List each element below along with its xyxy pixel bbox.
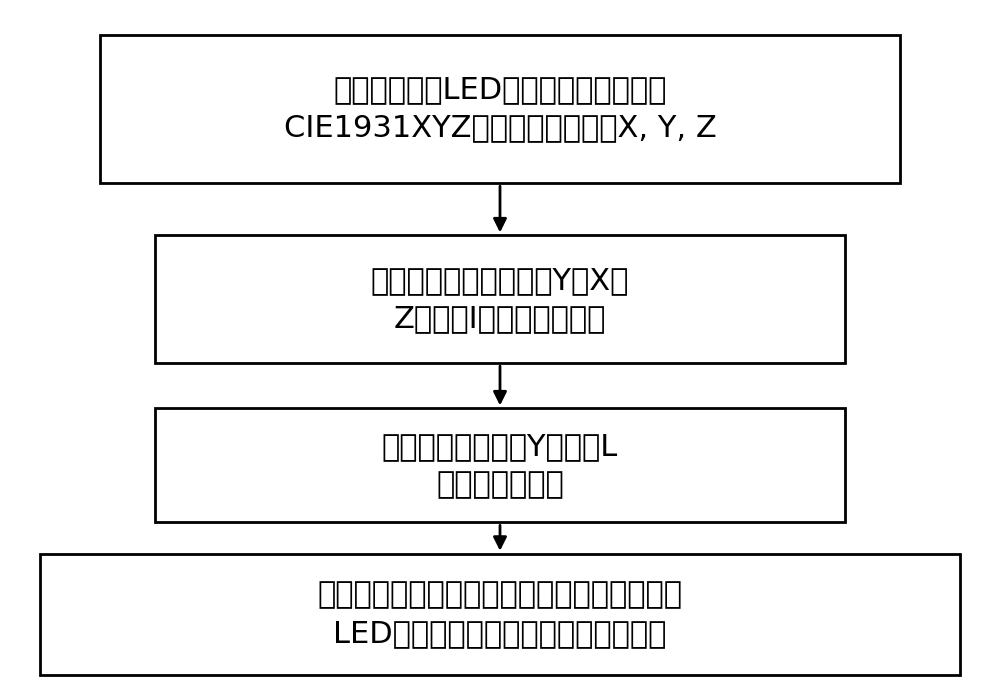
Text: LED的控制电流大小，建立查找表关系: LED的控制电流大小，建立查找表关系 [333,619,667,648]
Text: 分别测量各组LED在不同工作电流下的: 分别测量各组LED在不同工作电流下的 [333,75,667,104]
Text: 利用遍历法寻找对应色温和明度等级下，各组: 利用遍历法寻找对应色温和明度等级下，各组 [318,581,682,610]
Text: Z和电流I之间的数值关系: Z和电流I之间的数值关系 [394,304,606,333]
Text: 之间的函数关系: 之间的函数关系 [436,470,564,499]
Text: CIE1931XYZ色度系统三刺激值X, Y, Z: CIE1931XYZ色度系统三刺激值X, Y, Z [284,113,716,143]
Text: 通过数据拟合分别建立Y与X、: 通过数据拟合分别建立Y与X、 [371,266,629,295]
FancyBboxPatch shape [155,408,845,522]
FancyBboxPatch shape [100,35,900,183]
FancyBboxPatch shape [40,554,960,675]
Text: 建立归一化的亮度Y与明度L: 建立归一化的亮度Y与明度L [382,432,618,461]
FancyBboxPatch shape [155,235,845,363]
